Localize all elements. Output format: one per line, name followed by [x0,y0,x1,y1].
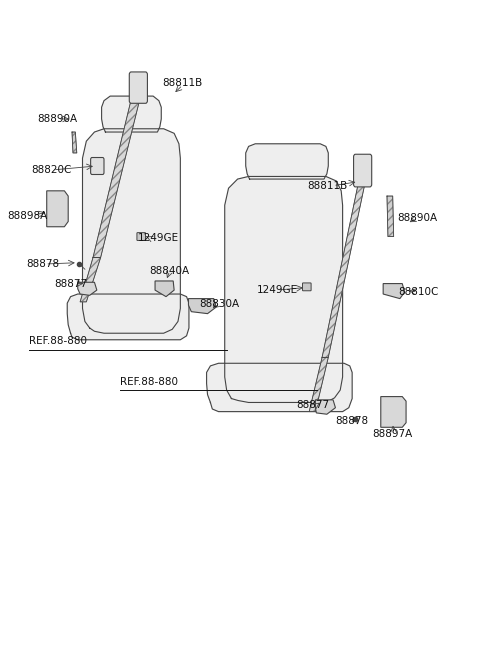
Polygon shape [93,99,140,257]
Polygon shape [309,358,328,411]
Polygon shape [383,283,405,298]
Polygon shape [246,144,328,179]
Text: 1249GE: 1249GE [257,285,298,295]
Text: REF.88-880: REF.88-880 [120,377,178,386]
Polygon shape [83,129,180,333]
Polygon shape [322,183,365,358]
Polygon shape [315,400,336,414]
FancyBboxPatch shape [354,154,372,187]
Polygon shape [67,294,189,340]
FancyBboxPatch shape [137,233,145,241]
FancyBboxPatch shape [129,72,147,103]
Polygon shape [206,363,352,411]
Text: 88897A: 88897A [372,429,413,439]
Polygon shape [189,298,216,314]
Text: 88820C: 88820C [31,165,72,175]
Text: 88811B: 88811B [307,180,347,191]
Polygon shape [387,196,394,237]
Polygon shape [225,176,343,403]
Polygon shape [80,257,101,302]
Text: 88811B: 88811B [163,78,203,88]
Polygon shape [47,191,68,227]
FancyBboxPatch shape [91,157,104,174]
Text: 88810C: 88810C [398,287,439,297]
Polygon shape [78,282,97,295]
Text: 88877: 88877 [296,400,329,410]
Text: 88840A: 88840A [149,266,190,276]
Text: 88877: 88877 [54,279,87,289]
Text: 88878: 88878 [336,416,369,426]
Text: 88830A: 88830A [199,299,240,309]
Text: REF.88-880: REF.88-880 [29,336,87,346]
Polygon shape [102,96,161,132]
Polygon shape [72,132,77,153]
Text: 1249GE: 1249GE [137,233,179,243]
Polygon shape [381,397,406,427]
Text: 88878: 88878 [26,259,60,269]
Polygon shape [155,281,174,297]
FancyBboxPatch shape [302,283,311,291]
Text: 88890A: 88890A [397,213,438,223]
Text: 88898A: 88898A [7,211,48,220]
Text: 88890A: 88890A [37,114,77,124]
